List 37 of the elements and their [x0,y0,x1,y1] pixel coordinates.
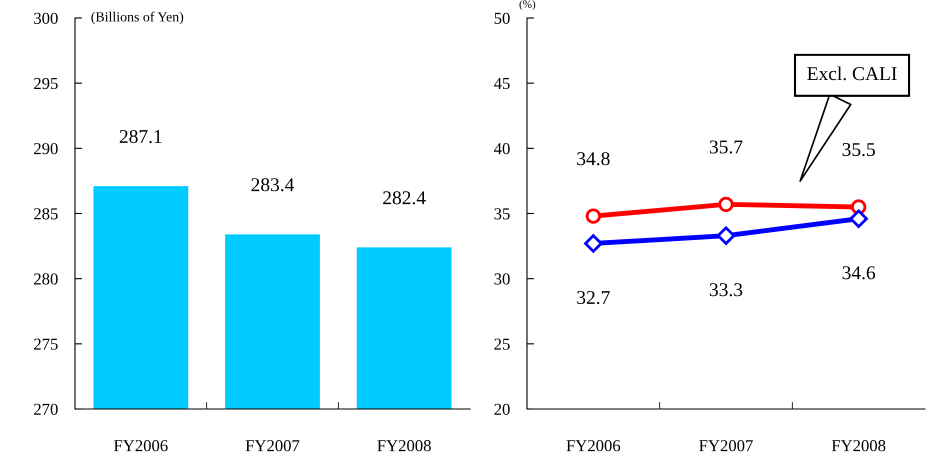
x-tick-label: FY2006 [114,440,168,452]
y-tick-label: 30 [494,273,510,285]
data-label: 287.1 [120,130,162,144]
data-label: 32.7 [577,291,610,304]
point [584,234,603,253]
data-label: 35.5 [842,143,875,156]
data-label: 34.6 [842,266,876,280]
y-tick-label: 300 [34,12,58,24]
data-label: 283.4 [251,178,294,192]
x-tick-label: FY2007 [699,440,753,452]
x-tick-label: FY2008 [832,440,886,452]
y-tick-label: 270 [34,404,58,415]
data-label: 34.8 [577,152,610,166]
point [849,209,868,228]
point [716,226,736,245]
y-tick-label: 45 [494,78,510,90]
x-tick-label: FY2007 [246,440,300,452]
point [586,208,601,224]
y-tick-label: 25 [494,338,510,350]
y-tick-label: 50 [494,12,510,24]
y-tick-label: 295 [34,78,58,90]
data-label: 33.3 [710,283,742,296]
data-label: 35.7 [710,140,742,154]
y-tick-label: 20 [494,404,510,415]
y-tick-label: 40 [494,143,510,154]
y-tick-label: 275 [34,338,58,350]
y-tick-label: 280 [34,273,58,285]
y-tick-label: 285 [34,208,58,220]
y-tick-label: 35 [494,208,510,220]
data-label: 282.4 [383,191,426,204]
annotation: Excl. CALI [807,66,897,80]
point [718,196,734,212]
y-tick-label: 290 [34,143,58,154]
x-tick-label: FY2006 [566,440,620,452]
annotation: (Billions of Yen) [91,12,184,24]
x-tick-label: FY2008 [377,440,431,452]
text: (%) [520,0,536,10]
